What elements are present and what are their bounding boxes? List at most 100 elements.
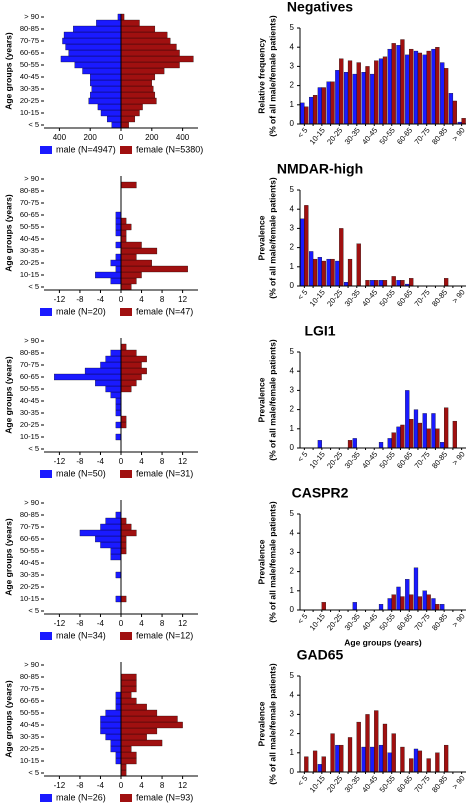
bar — [110, 277, 122, 285]
legend-label: male (N=20) — [56, 306, 106, 316]
bar — [120, 73, 156, 81]
y-tick-label: 0 — [290, 767, 295, 776]
bar — [120, 679, 137, 687]
bar — [448, 93, 454, 125]
y-tick-label: 40-45 — [20, 720, 39, 729]
x-tick-label: 0 — [119, 133, 124, 142]
x-tick-label: -12 — [54, 457, 66, 466]
bar — [417, 596, 423, 611]
x-tick-label: 4 — [139, 457, 144, 466]
bar — [435, 604, 440, 611]
x-tick-label: > 90 — [450, 450, 466, 467]
bar — [110, 739, 122, 747]
bar — [317, 87, 322, 125]
x-tick-label: -8 — [76, 781, 84, 790]
y-tick-label: 80-85 — [20, 510, 39, 519]
x-tick-label: 20-25 — [325, 450, 344, 470]
bar — [352, 602, 357, 611]
bar — [400, 424, 405, 449]
bar — [120, 271, 142, 279]
y-tick-label: 50-55 — [20, 384, 39, 393]
bar — [413, 748, 419, 773]
bar — [405, 54, 410, 125]
bar — [115, 511, 122, 519]
y-tick-label: > 90 — [24, 12, 39, 21]
bar — [120, 757, 137, 765]
x-tick-label: 8 — [160, 457, 165, 466]
bar — [105, 733, 122, 741]
bar — [387, 752, 392, 773]
bar — [115, 703, 122, 711]
y-tick-label: > 90 — [24, 498, 39, 507]
x-tick-label: 60-65 — [395, 288, 414, 308]
bar — [417, 422, 423, 449]
bar — [120, 733, 147, 741]
bar — [120, 385, 132, 393]
x-tick-label: 40-45 — [360, 774, 379, 794]
y-tick-label: 1 — [290, 424, 295, 433]
bar — [326, 81, 331, 125]
x-tick-label: 4 — [139, 295, 144, 304]
x-tick-label: 50-55 — [378, 450, 397, 470]
y-tick-label: 40-45 — [20, 396, 39, 405]
legend-swatch — [120, 794, 132, 802]
y-axis-label: Relative frequency — [256, 38, 266, 114]
y-tick-label: 3 — [290, 62, 295, 71]
bar — [120, 109, 140, 117]
x-tick-label: 70-75 — [413, 288, 432, 308]
y-tick-label: 3 — [290, 224, 295, 233]
bar — [330, 733, 335, 773]
bar — [382, 56, 388, 125]
bar — [115, 409, 122, 417]
y-tick-label: 20-25 — [20, 420, 39, 429]
bar — [111, 121, 122, 129]
y-tick-label: 20-25 — [20, 744, 39, 753]
x-tick-label: 0 — [119, 457, 124, 466]
bar — [115, 229, 122, 237]
bar — [435, 47, 440, 125]
bar — [79, 529, 122, 537]
legend-label: male (N=34) — [56, 630, 106, 640]
x-tick-label: -8 — [76, 619, 84, 628]
bar — [120, 379, 137, 387]
bar — [110, 259, 122, 267]
y-tick-label: 2 — [290, 729, 295, 738]
x-tick-label: 200 — [145, 133, 159, 142]
y-tick-label: 0 — [290, 281, 295, 290]
y-axis-label: (% of all male/female patients) — [267, 177, 277, 299]
y-tick-label: 20-25 — [20, 96, 39, 105]
bar — [378, 442, 384, 449]
bar — [352, 73, 357, 125]
x-tick-label: 10-15 — [308, 774, 327, 794]
bar — [444, 278, 449, 287]
bar — [405, 579, 410, 611]
bar — [90, 91, 122, 99]
bar — [90, 79, 122, 87]
x-tick-label: 60-65 — [395, 450, 414, 470]
bar — [120, 517, 127, 525]
bar — [378, 280, 384, 287]
legend-swatch — [40, 308, 52, 316]
bar — [110, 349, 122, 357]
y-tick-label: 3 — [290, 710, 295, 719]
bar — [120, 223, 132, 231]
chart-title: LGI1 — [304, 323, 335, 339]
bar — [426, 428, 431, 449]
bar — [339, 58, 344, 125]
bar — [115, 697, 122, 705]
bar — [361, 746, 366, 773]
bar — [120, 61, 180, 69]
x-tick-label: 60-65 — [395, 612, 414, 632]
bar — [347, 60, 353, 125]
bar — [120, 259, 152, 267]
bar — [413, 50, 419, 125]
bar — [120, 721, 183, 729]
y-tick-label: 5 — [290, 23, 295, 32]
bar — [400, 596, 405, 611]
x-tick-label: 30-35 — [343, 126, 362, 146]
bar — [100, 541, 122, 549]
bar — [387, 48, 392, 125]
bar — [120, 715, 178, 723]
bar — [120, 217, 127, 225]
bar — [444, 68, 449, 125]
